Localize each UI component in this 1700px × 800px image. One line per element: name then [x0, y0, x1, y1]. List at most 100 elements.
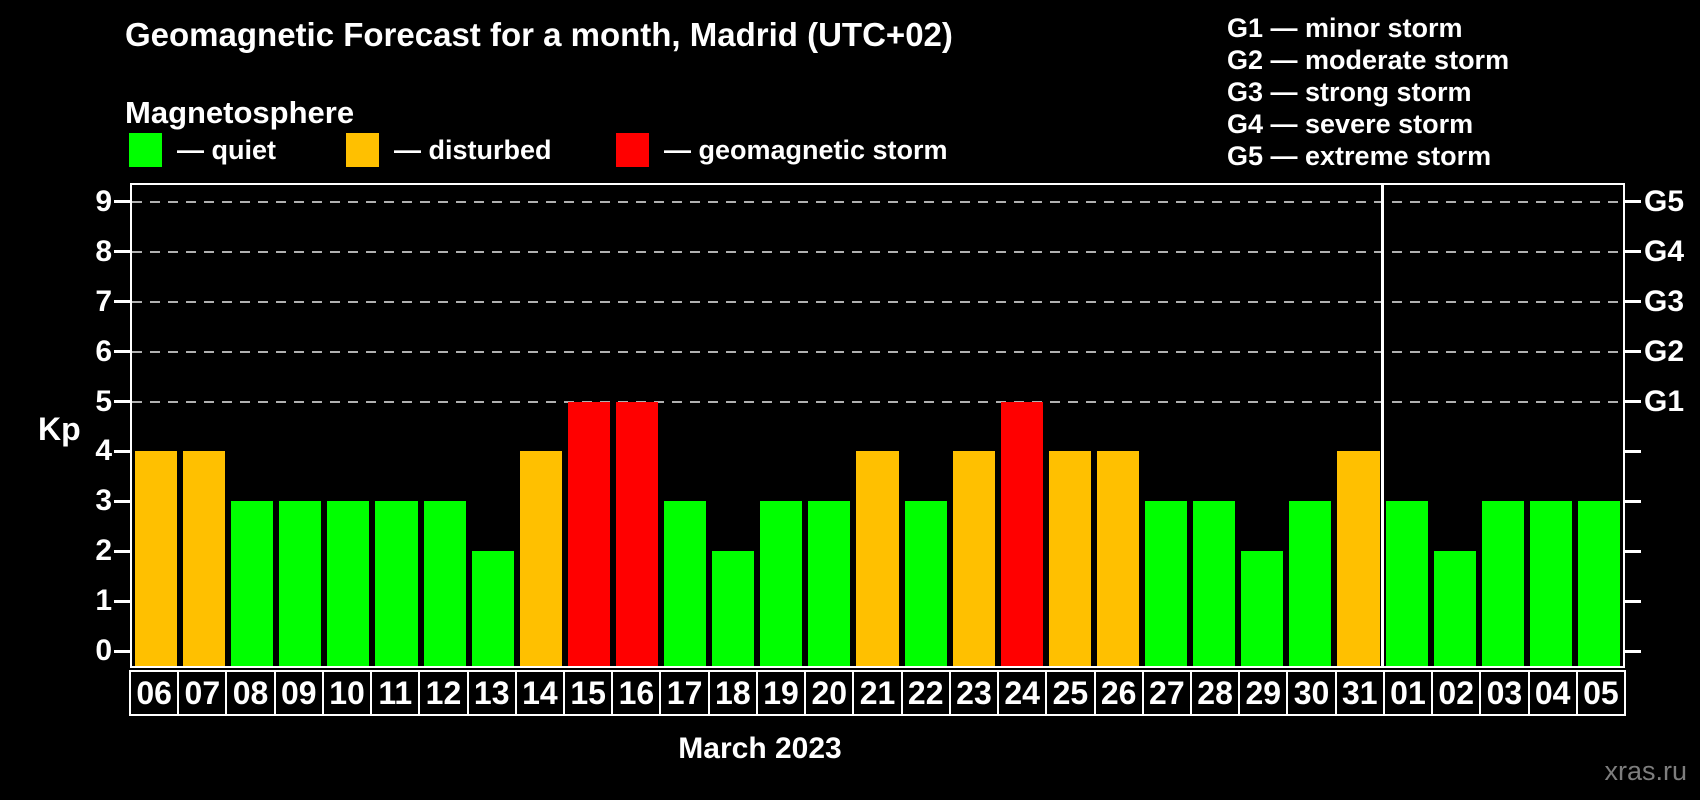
kp-bar-day-29 [1241, 551, 1284, 666]
y-tick-left-8 [114, 250, 130, 254]
day-label-10: 10 [321, 670, 373, 716]
kp-bar-day-19 [760, 501, 803, 666]
day-label-11: 11 [370, 670, 421, 716]
day-label-05: 05 [1575, 670, 1626, 716]
storm-scale-legend: G1 — minor storm G2 — moderate storm G3 … [1227, 12, 1509, 172]
y-tick-label-4: 4 [95, 434, 112, 468]
day-label-21: 21 [852, 670, 903, 716]
kp-bar-day-12 [423, 501, 466, 666]
y-tick-left-6 [114, 350, 130, 354]
g-level-label-g5: G5 [1644, 184, 1685, 218]
day-label-24: 24 [997, 670, 1048, 716]
kp-bar-day-02 [1433, 551, 1476, 666]
legend-label-disturbed: — disturbed [394, 134, 552, 165]
kp-bar-day-24 [1000, 401, 1043, 666]
gridline-kp7 [132, 300, 1623, 303]
day-label-27: 27 [1141, 670, 1192, 716]
day-label-07: 07 [177, 670, 228, 716]
storm-scale-line-g1: G1 — minor storm [1227, 13, 1463, 43]
kp-bar-day-21 [856, 451, 899, 666]
day-label-31: 31 [1334, 670, 1385, 716]
day-label-20: 20 [804, 670, 855, 716]
day-label-30: 30 [1286, 670, 1337, 716]
kp-bar-day-06 [135, 451, 178, 666]
y-tick-left-4 [114, 449, 130, 453]
day-label-22: 22 [900, 670, 951, 716]
kp-bar-day-16 [615, 401, 659, 666]
kp-bar-day-13 [471, 551, 514, 666]
day-label-01: 01 [1382, 670, 1434, 716]
y-tick-left-5 [114, 400, 130, 403]
month-label: March 2023 [678, 732, 842, 765]
storm-scale-line-g2: G2 — moderate storm [1227, 45, 1510, 75]
day-label-18: 18 [707, 670, 758, 716]
kp-bar-day-07 [183, 451, 226, 666]
y-tick-right-8 [1625, 250, 1641, 254]
day-label-26: 26 [1093, 670, 1144, 716]
kp-bar-day-14 [519, 451, 562, 666]
storm-scale-line-g4: G4 — severe storm [1227, 109, 1474, 139]
y-tick-label-9: 9 [95, 184, 112, 218]
y-tick-left-3 [114, 499, 130, 503]
quiet-color-swatch [129, 133, 162, 167]
kp-bar-day-04 [1529, 501, 1572, 666]
magnetosphere-label: Magnetosphere [125, 95, 355, 130]
day-label-04: 04 [1527, 670, 1578, 716]
day-label-02: 02 [1431, 670, 1482, 716]
watermark: xras.ru [1604, 756, 1687, 786]
y-tick-label-6: 6 [95, 334, 112, 368]
y-tick-left-1 [114, 599, 130, 603]
y-tick-right-0 [1625, 649, 1641, 653]
gridline-kp9 [132, 200, 1623, 203]
y-tick-left-2 [114, 549, 130, 553]
kp-bar-day-30 [1289, 501, 1332, 666]
day-label-19: 19 [755, 670, 807, 716]
legend-item-quiet: — quiet [129, 133, 276, 167]
y-tick-label-1: 1 [95, 584, 112, 618]
chart-title: Geomagnetic Forecast for a month, Madrid… [125, 16, 953, 53]
day-label-15: 15 [563, 670, 614, 716]
kp-bar-day-03 [1481, 501, 1524, 666]
kp-bar-day-22 [904, 501, 947, 666]
storm-scale-line-g3: G3 — strong storm [1227, 77, 1472, 107]
kp-bar-day-05 [1577, 501, 1620, 666]
day-label-16: 16 [611, 670, 662, 716]
day-label-08: 08 [225, 670, 276, 716]
kp-bar-day-18 [712, 551, 755, 666]
y-tick-right-2 [1625, 549, 1641, 553]
day-label-25: 25 [1045, 670, 1096, 716]
kp-bar-day-15 [567, 401, 610, 666]
legend-item-disturbed: — disturbed [346, 133, 552, 167]
gridline-kp5 [132, 400, 1623, 403]
y-tick-label-2: 2 [95, 534, 112, 568]
y-tick-label-5: 5 [95, 384, 112, 418]
y-tick-label-8: 8 [95, 234, 112, 268]
kp-bar-day-25 [1048, 451, 1091, 666]
y-tick-left-7 [114, 300, 130, 304]
storm-color-swatch [616, 133, 649, 167]
kp-bar-day-11 [375, 501, 418, 666]
y-tick-right-1 [1625, 599, 1641, 603]
x-axis-day-labels: 06 07 08 09 10 11 12 13 14 15 16 17 18 19 20 21 22 23 24 25… [129, 670, 1626, 716]
kp-bar-day-17 [664, 501, 707, 666]
day-label-06: 06 [129, 670, 180, 716]
month-divider [1381, 185, 1385, 666]
y-tick-right-7 [1625, 300, 1641, 304]
kp-bar-day-10 [327, 501, 370, 666]
legend-item-storm: — geomagnetic storm [616, 133, 948, 167]
y-axis-title: Kp [38, 411, 81, 447]
kp-bar-day-27 [1145, 501, 1188, 666]
plot-area [130, 183, 1625, 668]
day-label-17: 17 [659, 670, 710, 716]
kp-bar-day-08 [231, 501, 274, 666]
day-label-12: 12 [418, 670, 469, 716]
y-tick-right-4 [1625, 449, 1641, 453]
day-label-23: 23 [948, 670, 1000, 716]
kp-bar-day-26 [1096, 451, 1140, 666]
y-tick-label-7: 7 [95, 284, 112, 318]
disturbed-color-swatch [346, 133, 379, 167]
kp-bar-day-20 [808, 501, 851, 666]
day-label-28: 28 [1189, 670, 1241, 716]
kp-bar-day-23 [952, 451, 995, 666]
